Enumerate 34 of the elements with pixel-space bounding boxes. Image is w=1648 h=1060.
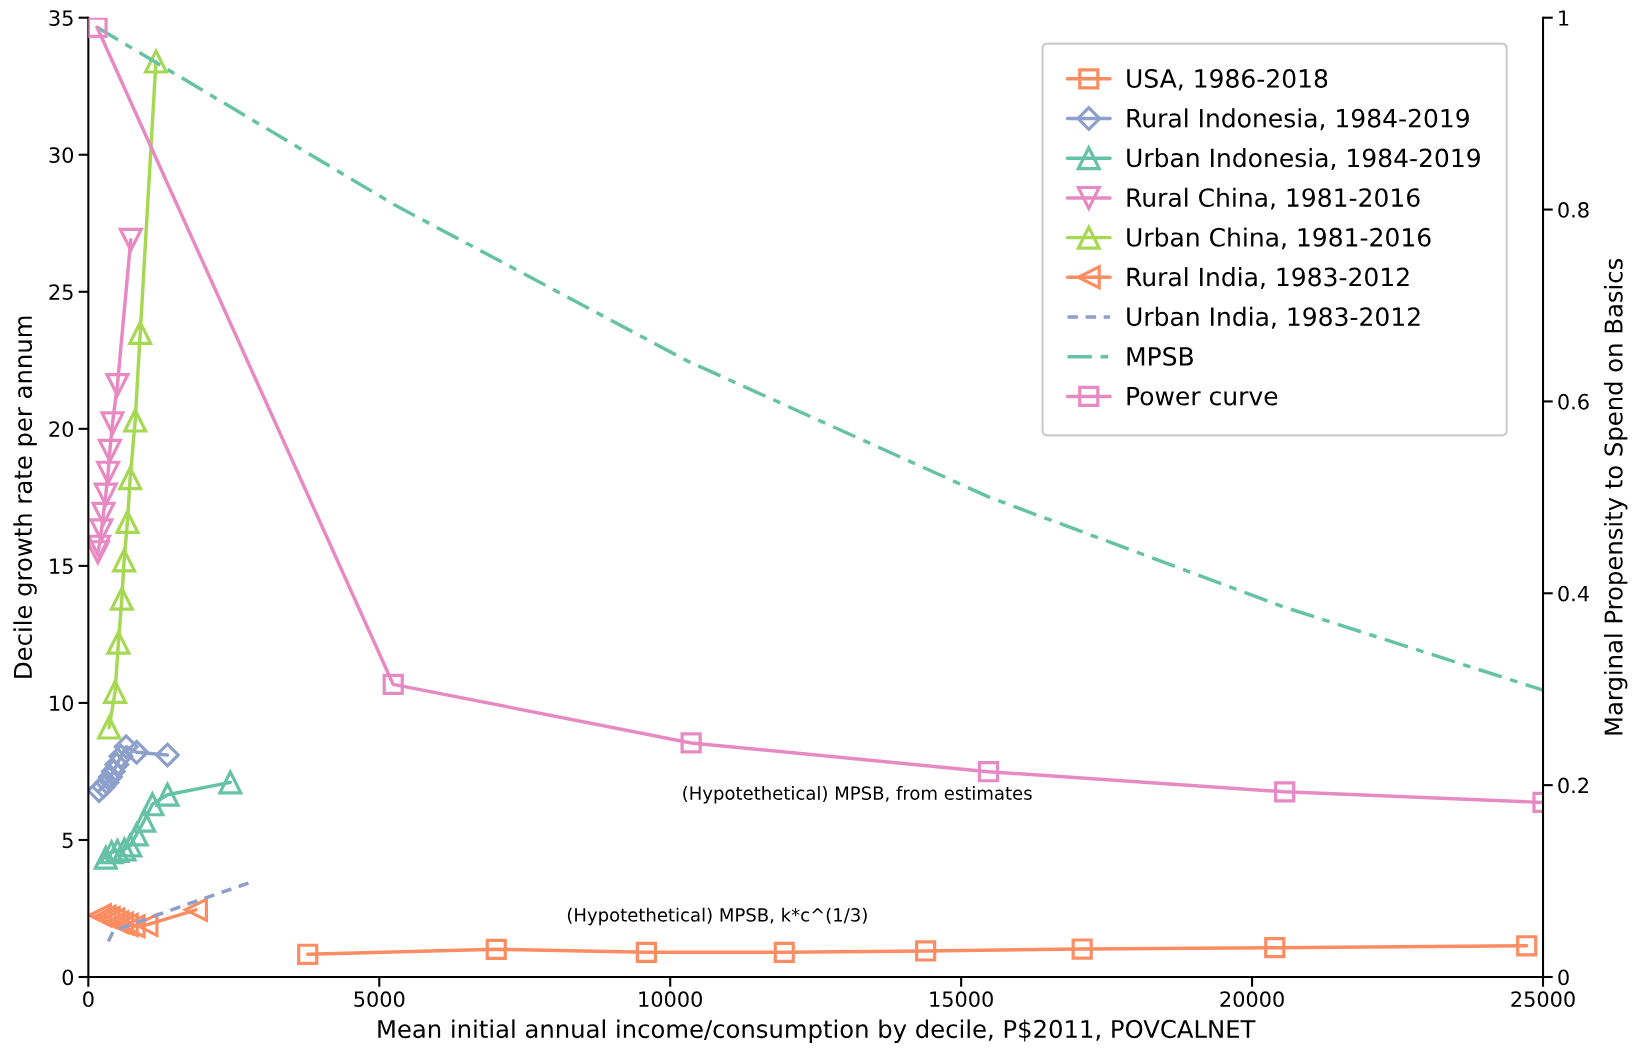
y-tick-label: 10 (50, 695, 74, 712)
y-axis-title: Decile growth rate per annum (13, 316, 37, 678)
x-tick-label: 20000 (1220, 991, 1284, 1008)
y2-tick-label: 0.4 (1558, 585, 1589, 602)
x-tick-label: 5000 (354, 991, 405, 1008)
y2-tick-label: 0 (1558, 969, 1569, 986)
legend-label: MPSB (1127, 346, 1193, 366)
y-tick-label: 35 (49, 10, 73, 26)
annotation: (Hypotethetical) MPSB, from estimates (683, 786, 1032, 804)
legend-label: Urban India, 1983-2012 (1127, 306, 1420, 329)
legend-label: Power curve (1127, 386, 1278, 406)
legend-label: Rural Indonesia, 1984-2019 (1127, 108, 1469, 131)
y-tick-label: 25 (49, 284, 73, 300)
legend-label: Urban China, 1981-2016 (1127, 227, 1431, 250)
x-tick-label: 15000 (930, 991, 993, 1008)
y2-tick-label: 1 (1559, 10, 1569, 26)
y2-tick-label: 0.8 (1558, 202, 1589, 218)
x-axis-title: Mean initial annual income/consumption by decile, P$2011, POVCALNET (378, 1019, 1256, 1043)
legend-label: Rural China, 1981-2016 (1127, 187, 1420, 210)
legend-label: USA, 1986-2018 (1127, 69, 1328, 91)
y2-tick-label: 0.2 (1558, 777, 1588, 794)
y-tick-label: 20 (49, 421, 74, 438)
x-tick-label: 25000 (1511, 991, 1575, 1008)
legend-label: Urban Indonesia, 1984-2019 (1127, 147, 1480, 170)
y-tick-label: 0 (62, 969, 74, 986)
y-tick-label: 15 (50, 558, 73, 575)
annotation: (Hypotethetical) MPSB, k*c^(1/3) (567, 907, 867, 926)
y2-axis-title: Marginal Propensity to Spend on Basics (1603, 258, 1628, 735)
x-tick-label: 10000 (639, 991, 702, 1008)
y2-tick-label: 0.6 (1558, 393, 1589, 410)
y-tick-label: 5 (62, 832, 73, 849)
legend-label: Rural India, 1983-2012 (1127, 267, 1409, 289)
y-tick-label: 30 (49, 147, 74, 163)
x-tick-label: 0 (83, 991, 94, 1008)
